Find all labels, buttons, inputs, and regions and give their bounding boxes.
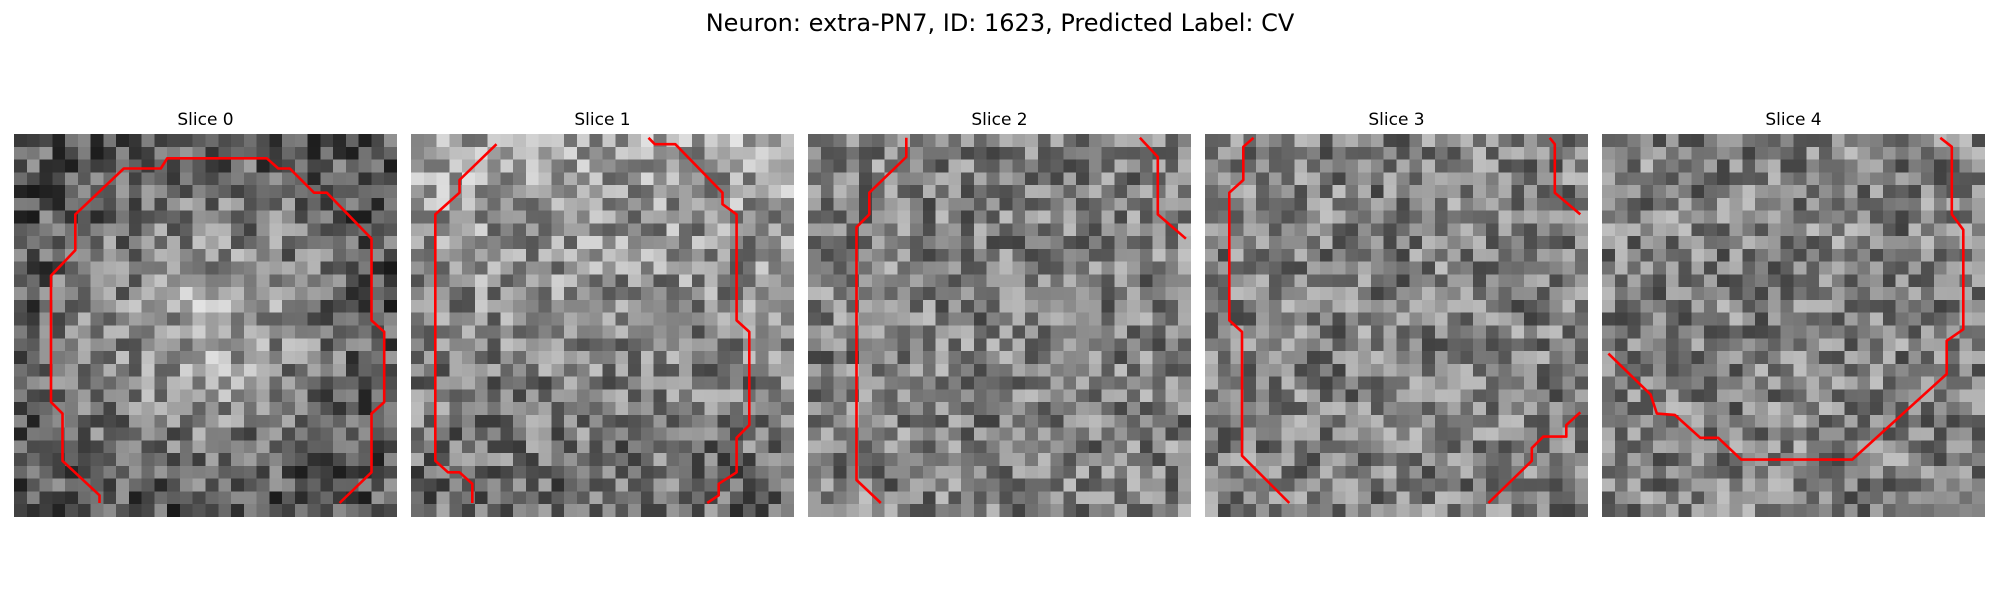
- slice-panel-0: Slice 0: [14, 110, 397, 517]
- slice-title: Slice 2: [971, 110, 1028, 130]
- contour-line: [49, 156, 386, 504]
- contour-line: [1548, 136, 1582, 216]
- contour-line: [855, 137, 908, 504]
- contour-line: [1227, 136, 1291, 504]
- slice-panel-2: Slice 2: [808, 110, 1191, 517]
- slice-image: [1205, 134, 1588, 517]
- contour-line: [433, 143, 498, 503]
- slice-image: [411, 134, 794, 517]
- contour-line: [1138, 136, 1187, 240]
- slice-image: [1602, 134, 1985, 517]
- slice-title: Slice 3: [1368, 110, 1425, 130]
- contour-line: [1487, 411, 1582, 504]
- slice-image: [14, 134, 397, 517]
- contour-line: [647, 136, 751, 505]
- slice-panel-1: Slice 1: [411, 110, 794, 517]
- figure-title: Neuron: extra-PN7, ID: 1623, Predicted L…: [705, 9, 1295, 37]
- slice-title: Slice 4: [1765, 110, 1822, 130]
- slice-panel-3: Slice 3: [1205, 110, 1588, 517]
- slice-title: Slice 1: [574, 110, 631, 130]
- slice-title: Slice 0: [177, 110, 234, 130]
- contour-line: [1607, 136, 1965, 461]
- slice-panel-4: Slice 4: [1602, 110, 1985, 517]
- slice-image: [808, 134, 1191, 517]
